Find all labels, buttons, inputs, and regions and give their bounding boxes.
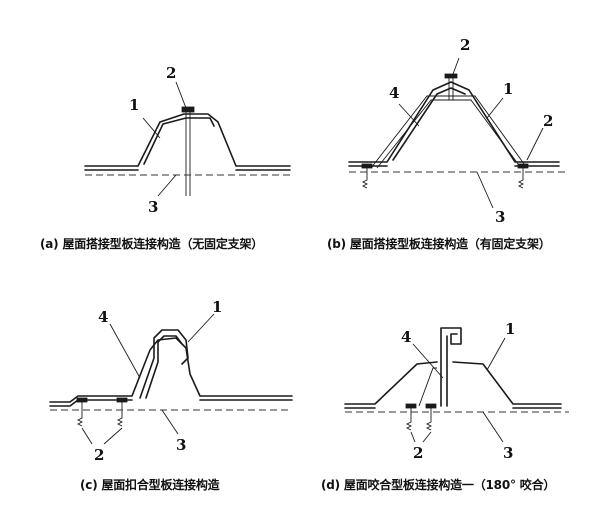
panel-a: 1 2 3 (a) 屋面搭接型板连接构造（无固定支架）: [0, 0, 307, 254]
panel-c-callout-4: 4: [98, 308, 108, 326]
panel-a-leader-2: [175, 81, 187, 109]
panel-c-caption: (c) 屋面扣合型板连接构造: [80, 478, 220, 492]
panel-c-sheet: [49, 337, 293, 403]
panel-d-leader-4: [412, 343, 444, 379]
panel-c-callout-2: 2: [94, 446, 104, 464]
panel-d-leader-3: [482, 411, 504, 443]
panel-a-sheet-upper: [143, 117, 215, 165]
panel-a-drawing: 1 2 3: [84, 64, 291, 216]
panel-b-leader-3: [476, 171, 494, 209]
panel-d-drawing: 4 1 2 3: [344, 320, 569, 462]
panel-c-drawing: 4 1 2 3: [49, 298, 293, 464]
panel-c-screw-left: [76, 400, 84, 427]
panel-d-callout-3: 3: [503, 444, 513, 462]
panel-b-leader-4: [398, 103, 420, 127]
panel-b-support: [370, 95, 528, 169]
panel-d-callout-2: 2: [413, 444, 423, 462]
panel-b-top-bolt-head: [444, 73, 458, 79]
panel-a-caption: (a) 屋面搭接型板连接构造（无固定支架）: [40, 237, 264, 251]
panel-c: 4 1 2 3 (c) 屋面扣合型板连接构造: [0, 254, 307, 508]
panel-c-leader-1: [187, 313, 215, 343]
panel-d-leader-2a: [410, 431, 416, 443]
panel-c-leader-2b: [103, 427, 123, 445]
panel-d-caption: (d) 屋面咬合型板连接构造一（180° 咬合）: [321, 478, 556, 492]
panel-a-leader-1: [142, 117, 161, 139]
panel-c-callout-3: 3: [176, 436, 186, 454]
panel-d-screw-left: [405, 406, 413, 431]
panel-b-callout-4: 4: [389, 84, 399, 102]
panel-d: 4 1 2 3 (d) 屋面咬合型板连接构造一（180° 咬合）: [307, 254, 614, 508]
panel-b-screw-right: [517, 166, 525, 189]
panel-d-callout-1: 1: [505, 320, 515, 338]
panel-b-callout-3: 3: [495, 208, 505, 226]
panel-c-leader-2a: [81, 427, 93, 445]
panel-b-sheet-upper: [392, 87, 466, 161]
panel-d-sheet-left: [344, 361, 438, 405]
panel-b-leader-2-top: [452, 57, 460, 75]
panel-a-callout-3: 3: [148, 198, 158, 216]
panel-c-screw-right: [116, 400, 124, 427]
panel-c-leader-3: [161, 409, 179, 435]
panel-b: 2 4 1 2 3 (b) 屋面搭接型板连接构造（有固定支架）: [307, 0, 614, 254]
panel-b-drawing: 2 4 1 2 3: [348, 36, 569, 226]
panel-d-support: [418, 367, 437, 407]
panel-a-callout-2: 2: [166, 64, 176, 82]
panel-d-seam: [440, 327, 462, 407]
panel-a-sheet-lower: [84, 113, 291, 167]
panel-b-leader-2-right: [526, 127, 544, 161]
panel-a-callout-1: 1: [129, 96, 139, 114]
panel-c-leader-4: [109, 323, 141, 379]
panel-a-bolt-head: [181, 106, 195, 113]
panel-b-callout-1: 1: [503, 80, 513, 98]
panel-b-leader-1: [486, 97, 504, 119]
panel-d-leader-2b: [422, 431, 432, 443]
panel-c-callout-1: 1: [212, 298, 222, 316]
panel-b-callout-2-right: 2: [543, 112, 553, 130]
panel-b-screw-left: [361, 166, 369, 189]
panel-d-callout-4: 4: [401, 328, 411, 346]
panel-d-leader-1: [486, 337, 506, 371]
panel-d-sheet-right: [452, 361, 562, 405]
panel-b-callout-2-top: 2: [460, 36, 470, 54]
panel-b-sheet: [348, 81, 560, 163]
panel-d-screw-right: [425, 406, 433, 431]
panel-a-leader-3: [157, 174, 177, 197]
panel-b-caption: (b) 屋面搭接型板连接构造（有固定支架）: [327, 237, 551, 251]
panel-c-cap: [139, 329, 189, 399]
